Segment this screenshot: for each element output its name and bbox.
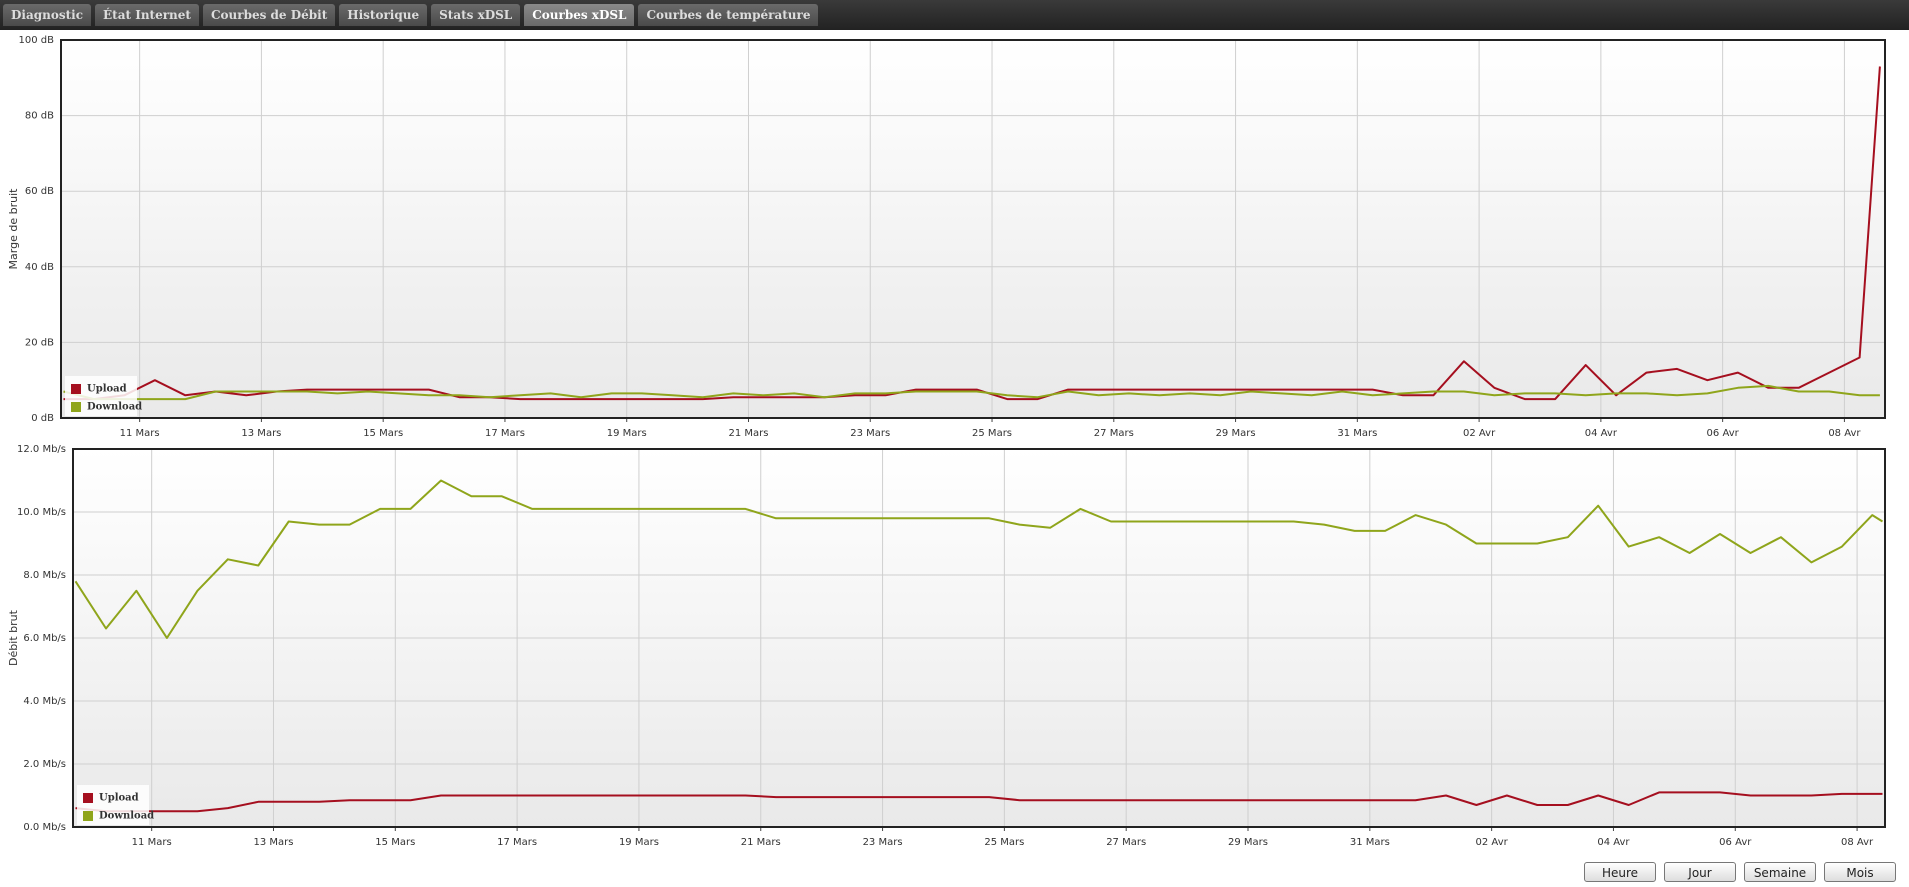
x-tick-label: 06 Avr: [1719, 837, 1752, 848]
tab[interactable]: Courbes xDSL: [524, 4, 635, 26]
x-tick-label: 27 Mars: [1094, 428, 1134, 439]
plot-border: [72, 448, 1886, 828]
x-tick-label: 19 Mars: [619, 837, 659, 848]
x-tick-label: 21 Mars: [741, 837, 781, 848]
tab[interactable]: Stats xDSL: [431, 4, 521, 26]
x-tick-label: 04 Avr: [1597, 837, 1630, 848]
plot-border: [60, 39, 1886, 419]
x-tick-label: 17 Mars: [497, 837, 537, 848]
plot-area: [61, 40, 1885, 418]
x-tick-label: 23 Mars: [863, 837, 903, 848]
x-tick-label: 02 Avr: [1476, 837, 1509, 848]
x-tick-label: 08 Avr: [1828, 428, 1861, 439]
x-tick-label: 13 Mars: [241, 428, 281, 439]
y-tick-label: 12.0 Mb/s: [17, 444, 66, 455]
tab[interactable]: Courbes de température: [638, 4, 819, 26]
x-tick-label: 23 Mars: [850, 428, 890, 439]
y-axis-label: Débit brut: [7, 609, 20, 666]
x-tick-label: 19 Mars: [607, 428, 647, 439]
legend-swatch: [83, 811, 93, 821]
series-line: [63, 384, 1880, 401]
legend-label: Upload: [99, 793, 139, 804]
y-tick-label: 4.0 Mb/s: [23, 696, 66, 707]
x-tick-label: 21 Mars: [728, 428, 768, 439]
x-tick-label: 17 Mars: [485, 428, 525, 439]
range-buttons: Heure Jour Semaine Mois: [1584, 862, 1896, 882]
y-tick-label: 8.0 Mb/s: [23, 570, 66, 581]
series-line: [75, 791, 1883, 813]
x-tick-label: 27 Mars: [1106, 837, 1146, 848]
x-tick-label: 08 Avr: [1841, 837, 1874, 848]
x-tick-label: 31 Mars: [1337, 428, 1377, 439]
legend-swatch: [71, 402, 81, 412]
series-line: [74, 479, 1884, 639]
x-tick-label: 04 Avr: [1585, 428, 1618, 439]
x-tick-label: 29 Mars: [1216, 428, 1256, 439]
x-tick-label: 11 Mars: [132, 837, 172, 848]
tab[interactable]: Courbes de Débit: [202, 4, 336, 26]
tab[interactable]: Historique: [339, 4, 428, 26]
range-button[interactable]: Heure: [1584, 862, 1656, 882]
tab-bar: Diagnostic État Internet Courbes de Débit H…: [0, 0, 1909, 30]
range-button[interactable]: Mois: [1824, 862, 1896, 882]
legend-swatch: [71, 384, 81, 394]
y-tick-label: 6.0 Mb/s: [23, 633, 66, 644]
y-tick-label: 20 dB: [25, 337, 54, 348]
y-tick-label: 0 dB: [31, 413, 54, 424]
legend-swatch: [83, 793, 93, 803]
x-tick-label: 15 Mars: [375, 837, 415, 848]
y-tick-label: 80 dB: [25, 111, 54, 122]
tab[interactable]: Diagnostic: [3, 4, 92, 26]
tab[interactable]: État Internet: [95, 4, 199, 26]
y-tick-label: 10.0 Mb/s: [17, 507, 66, 518]
x-tick-label: 13 Mars: [253, 837, 293, 848]
x-tick-label: 25 Mars: [984, 837, 1024, 848]
y-tick-label: 60 dB: [25, 186, 54, 197]
legend-label: Download: [99, 811, 154, 822]
charts: 0 dB 20 dB 40 dB 60 dB 80 dB 100 dB 11 Mars 13 …: [7, 35, 1886, 848]
x-tick-label: 11 Mars: [120, 428, 160, 439]
legend-label: Upload: [87, 384, 127, 395]
x-tick-label: 15 Mars: [363, 428, 403, 439]
x-tick-label: 02 Avr: [1463, 428, 1496, 439]
range-button[interactable]: Semaine: [1744, 862, 1816, 882]
y-tick-label: 0.0 Mb/s: [23, 822, 66, 833]
x-tick-label: 25 Mars: [972, 428, 1012, 439]
x-tick-label: 31 Mars: [1350, 837, 1390, 848]
y-axis-label: Marge de bruit: [7, 188, 20, 270]
x-tick-label: 29 Mars: [1228, 837, 1268, 848]
range-button[interactable]: Jour: [1664, 862, 1736, 882]
y-tick-label: 40 dB: [25, 262, 54, 273]
y-tick-label: 100 dB: [19, 35, 55, 46]
y-tick-label: 2.0 Mb/s: [23, 759, 66, 770]
series-line: [63, 66, 1881, 401]
x-tick-label: 06 Avr: [1707, 428, 1740, 439]
legend-label: Download: [87, 402, 142, 413]
